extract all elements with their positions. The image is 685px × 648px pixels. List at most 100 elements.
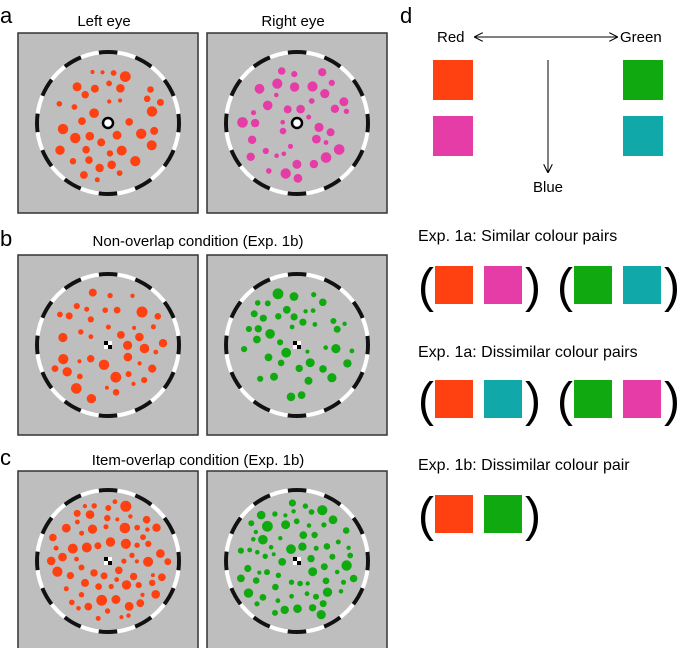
stimulus-dot — [126, 613, 131, 618]
stimulus-dot — [329, 553, 336, 560]
stimulus-dot — [110, 70, 117, 76]
stimulus-dot — [295, 364, 303, 373]
group-1-pairs: () () — [418, 260, 680, 313]
stimulus-a-left-eye — [17, 32, 199, 214]
stimulus-dot — [78, 592, 85, 598]
stimulus-dot — [128, 514, 133, 519]
stimulus-dot — [136, 128, 147, 139]
stimulus-dot — [308, 604, 317, 612]
stimulus-dot — [100, 572, 108, 580]
stimulus-dot — [72, 82, 82, 92]
stimulus-dot — [262, 553, 268, 559]
stimulus-dot — [125, 371, 132, 378]
stimulus-dot — [250, 310, 258, 318]
stimulus-dot — [148, 364, 157, 373]
stimulus-dot — [319, 600, 327, 608]
stimulus-dot — [58, 354, 69, 365]
stimulus-dot — [95, 163, 104, 173]
paren-close: ) — [525, 489, 541, 542]
stimulus-dot — [247, 135, 257, 144]
pair-swatch — [484, 380, 522, 418]
stimulus-dot — [87, 524, 98, 534]
stimulus-dot — [268, 544, 274, 550]
stimulus-dot — [304, 376, 313, 385]
fixation-checker — [293, 557, 297, 561]
stimulus-dot — [63, 586, 69, 592]
paren-open: ( — [418, 374, 434, 427]
stimulus-dot — [248, 520, 255, 527]
fixation-ring — [101, 116, 115, 130]
stimulus-dot — [281, 520, 291, 530]
stimulus-dot — [131, 381, 136, 386]
stimulus-dot — [53, 545, 59, 551]
fixation-checker — [104, 557, 108, 561]
stimulus-dot — [154, 313, 162, 320]
stimulus-dot — [82, 504, 87, 509]
stimulus-dot — [90, 569, 98, 577]
stimulus-dot — [95, 583, 102, 590]
stimulus-dot — [307, 554, 315, 563]
stimulus-dot — [291, 509, 296, 514]
stimulus-dot — [89, 108, 99, 118]
stimulus-dot — [94, 542, 102, 550]
stimulus-dot — [275, 598, 281, 604]
stimulus-dot — [266, 168, 272, 174]
stimulus-dot — [310, 308, 316, 313]
stimulus-dot — [115, 566, 123, 575]
paren-close: ) — [525, 374, 541, 427]
stimulus-dot — [333, 325, 341, 333]
stimulus-dot — [292, 159, 302, 169]
stimulus-c-right — [206, 470, 388, 648]
stimulus-dot — [338, 589, 344, 594]
stimulus-dot — [111, 595, 121, 604]
stimulus-dot — [243, 588, 254, 598]
stimulus-dot — [313, 593, 319, 600]
paren-open: ( — [418, 489, 434, 542]
stimulus-dot — [270, 372, 278, 381]
stimulus-dot — [314, 122, 324, 132]
stimulus-dot — [150, 126, 159, 135]
pair-swatch — [623, 266, 661, 304]
stimulus-dot — [88, 334, 94, 340]
stimulus-dot — [121, 558, 127, 564]
stimulus-dot — [298, 542, 307, 551]
stimulus-dot — [66, 572, 74, 580]
stimulus-dot — [241, 346, 248, 353]
stimulus-dot — [74, 556, 79, 562]
stimulus-dot — [116, 145, 127, 156]
stimulus-dot — [107, 99, 112, 104]
stimulus-dot — [116, 84, 125, 93]
fixation-checker — [293, 341, 297, 345]
stimulus-dot — [308, 567, 318, 577]
stimulus-dot — [119, 522, 131, 534]
stimulus-dot — [320, 563, 328, 571]
stimulus-dot — [85, 131, 95, 141]
stimulus-dot — [130, 156, 141, 167]
stimulus-dot — [143, 556, 154, 567]
stimulus-dot — [118, 98, 123, 103]
stimulus-dot — [319, 365, 327, 373]
stimulus-dot — [106, 150, 114, 157]
stimulus-dot — [87, 355, 95, 363]
stimulus-dot — [67, 543, 78, 554]
axis-green-label: Green — [620, 29, 662, 46]
group-3-title: Exp. 1b: Dissimilar colour pair — [418, 457, 630, 474]
stimulus-dot — [130, 293, 135, 298]
stimulus-dot — [286, 544, 296, 555]
stimulus-dot — [293, 518, 300, 525]
stimulus-b-right — [206, 254, 388, 436]
stimulus-dot — [76, 606, 81, 611]
stimulus-dot — [313, 545, 319, 551]
stimulus-dot — [81, 91, 89, 99]
stimulus-dot — [113, 306, 121, 314]
stimulus-dot — [245, 325, 252, 333]
paren-open: ( — [418, 260, 434, 313]
stimulus-dot — [293, 604, 302, 613]
stimulus-dot — [145, 540, 152, 548]
stimulus-dot — [84, 306, 90, 312]
stimulus-dot — [80, 171, 88, 179]
stimulus-dot — [262, 520, 273, 532]
fixation-checker — [108, 345, 112, 349]
stimulus-dot — [330, 104, 340, 114]
stimulus-dot — [94, 177, 100, 183]
